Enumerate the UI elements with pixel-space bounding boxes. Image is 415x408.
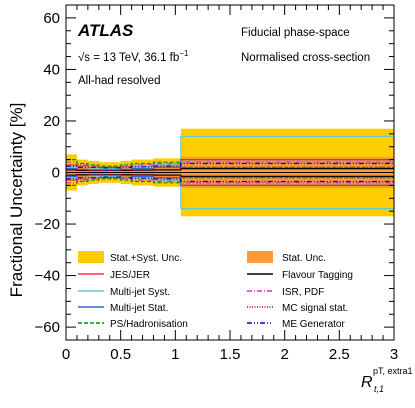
x-tick-label: 2 xyxy=(280,346,288,363)
legend-item-jes: JES/JER xyxy=(78,270,150,281)
x-axis-title-sup: pT, extra1 xyxy=(373,366,413,376)
legend-swatch xyxy=(78,251,104,263)
legend-label: ME Generator xyxy=(282,319,345,330)
axis-tick-labels: 0 0.5 1 1.5 2 2.5 3 −60 −40 −20 0 20 40 60 xyxy=(35,10,399,363)
x-axis-title-sub: t,1 xyxy=(374,384,384,394)
me-up-line xyxy=(66,162,394,169)
mcstat-up-line xyxy=(66,166,394,172)
plot-frame xyxy=(65,4,395,341)
legend-label: MC signal stat. xyxy=(282,303,348,314)
y-axis-title: Fractional Uncertainty [%] xyxy=(7,103,26,298)
legend-item-isr: ISR, PDF xyxy=(247,287,324,298)
legend-label: Stat. Unc. xyxy=(282,253,326,264)
legend-item-flav: Flavour Tagging xyxy=(247,270,353,281)
mjstat-up-line xyxy=(66,159,394,171)
x-axis-title-main: R xyxy=(361,374,373,391)
legend-item-mjstat: Multi-jet Stat. xyxy=(78,303,168,314)
legend-label: Flavour Tagging xyxy=(282,270,353,281)
legend-item-mcstat: MC signal stat. xyxy=(247,303,348,314)
legend-item-ps: PS/Hadronisation xyxy=(78,319,188,330)
y-tick-label: 0 xyxy=(52,165,60,182)
legend-item-me: ME Generator xyxy=(247,319,345,330)
y-tick-label: −20 xyxy=(35,216,60,233)
x-tick-label: 0.5 xyxy=(110,346,131,363)
me-down-line xyxy=(66,176,394,183)
legend-label: PS/Hadronisation xyxy=(110,319,188,330)
mcstat-down-line xyxy=(66,173,394,179)
legend-swatch xyxy=(247,251,273,263)
legend-label: ISR, PDF xyxy=(282,287,324,298)
ps-down-line xyxy=(66,177,394,186)
isr-up-line xyxy=(66,161,394,168)
mjstat-down-line xyxy=(66,174,394,186)
y-tick-label: −60 xyxy=(35,319,60,336)
isr-down-line xyxy=(66,177,394,184)
x-tick-label: 3 xyxy=(390,346,398,363)
legend: Stat.+Syst. Unc. Stat. Unc. JES/JER Flavour… xyxy=(78,251,353,330)
legend-item-mjsyst: Multi-jet Syst. xyxy=(78,287,170,298)
energy-lumi-label: √s = 13 TeV, 36.1 fb−1 xyxy=(78,49,189,64)
legend-label: JES/JER xyxy=(110,270,150,281)
mjsyst-up-line xyxy=(66,135,394,170)
ps-up-line xyxy=(66,159,394,168)
legend-item-stat_syst: Stat.+Syst. Unc. xyxy=(78,251,182,264)
legend-label: Stat.+Syst. Unc. xyxy=(110,253,182,264)
legend-label: Multi-jet Stat. xyxy=(110,303,168,314)
x-tick-label: 2.5 xyxy=(329,346,350,363)
normalisation-label: Normalised cross-section xyxy=(241,52,370,64)
mjsyst-down-line xyxy=(66,175,394,210)
y-tick-label: 60 xyxy=(43,10,60,27)
phase-space-label: Fiducial phase-space xyxy=(241,27,350,39)
y-tick-label: 40 xyxy=(43,61,60,78)
x-tick-label: 1 xyxy=(171,346,179,363)
legend-label: Multi-jet Syst. xyxy=(110,287,170,298)
x-tick-label: 0 xyxy=(62,346,70,363)
legend-item-stat: Stat. Unc. xyxy=(247,251,326,264)
y-tick-label: 20 xyxy=(43,113,60,130)
uncertainty-lines xyxy=(66,135,394,210)
atlas-label: ATLAS xyxy=(77,21,134,40)
x-tick-label: 1.5 xyxy=(220,346,241,363)
y-tick-label: −40 xyxy=(35,268,60,285)
selection-label: All-had resolved xyxy=(78,75,160,87)
